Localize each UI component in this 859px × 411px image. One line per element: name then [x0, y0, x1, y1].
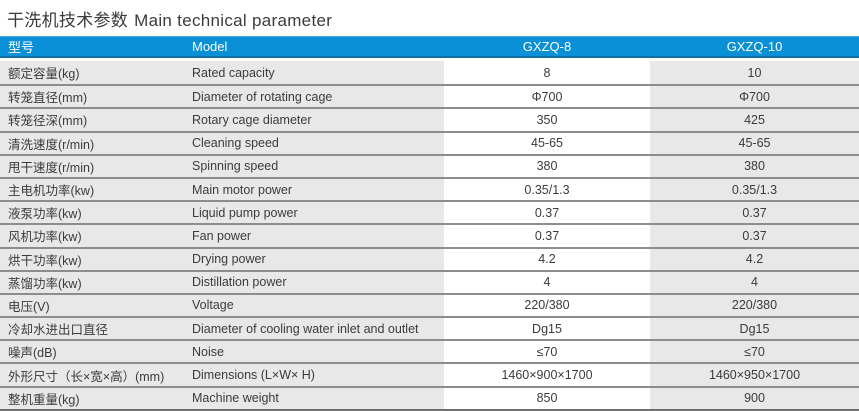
param-name-en: Fan power — [185, 225, 444, 247]
header-param-cn: 型号 — [8, 40, 35, 55]
table-header-row: 型号 Model GXZQ-8 GXZQ-10 — [0, 36, 859, 58]
spec-table: 型号 Model GXZQ-8 GXZQ-10 额定容量(kg) Rated c… — [0, 36, 859, 411]
value-gxzq8: 850 — [444, 387, 650, 409]
param-name-en: Cleaning speed — [185, 132, 444, 154]
value-gxzq10: 220/380 — [650, 294, 859, 317]
header-model-gxzq10: GXZQ-10 — [726, 39, 783, 54]
table-row: 烘干功率(kw) Drying power 4.2 4.2 — [0, 246, 859, 270]
param-name-en: Diameter of rotating cage — [185, 86, 444, 108]
param-name-cn: 转笼直径(mm) — [0, 86, 185, 108]
value-gxzq8: 4.2 — [444, 248, 650, 270]
page-title-cn: 干洗机技术参数 — [7, 11, 129, 30]
value-gxzq8: 220/380 — [444, 294, 650, 317]
value-gxzq8: 8 — [444, 61, 650, 85]
table-row: 风机功率(kw) Fan power 0.37 0.37 — [0, 223, 859, 247]
value-gxzq10: Φ700 — [650, 86, 859, 108]
param-name-en: Diameter of cooling water inlet and outl… — [185, 318, 444, 340]
table-row: 外形尺寸（长×宽×高）(mm) Dimensions (L×W× H) 1460… — [0, 362, 859, 386]
param-name-en: Rated capacity — [185, 61, 444, 85]
param-name-cn: 冷却水进出口直径 — [0, 318, 185, 340]
value-gxzq8: 1460×900×1700 — [444, 364, 650, 386]
table-row: 液泵功率(kw) Liquid pump power 0.37 0.37 — [0, 200, 859, 224]
value-gxzq10: 4 — [650, 271, 859, 293]
header-model-gxzq8: GXZQ-8 — [522, 39, 572, 54]
param-name-cn: 蒸馏功率(kw) — [0, 271, 185, 293]
value-gxzq8: 4 — [444, 271, 650, 293]
value-gxzq8: 0.37 — [444, 202, 650, 224]
param-name-cn: 主电机功率(kw) — [0, 178, 185, 201]
table-row: 电压(V) Voltage 220/380 220/380 — [0, 292, 859, 317]
value-gxzq10: 425 — [650, 109, 859, 131]
value-gxzq10: Dg15 — [650, 318, 859, 340]
param-name-cn: 烘干功率(kw) — [0, 248, 185, 270]
value-gxzq10: 0.37 — [650, 225, 859, 247]
param-name-cn: 清洗速度(r/min) — [0, 132, 185, 154]
value-gxzq10: 45-65 — [650, 132, 859, 154]
table-row: 冷却水进出口直径 Diameter of cooling water inlet… — [0, 316, 859, 340]
param-name-en: Rotary cage diameter — [185, 109, 444, 131]
table-body: 额定容量(kg) Rated capacity 8 10 转笼直径(mm) Di… — [0, 61, 859, 409]
page-title-en: Main technical parameter — [134, 11, 333, 30]
param-name-cn: 转笼径深(mm) — [0, 109, 185, 131]
value-gxzq10: 900 — [650, 387, 859, 409]
table-row: 主电机功率(kw) Main motor power 0.35/1.3 0.35… — [0, 176, 859, 201]
value-gxzq10: 10 — [650, 61, 859, 85]
param-name-cn: 电压(V) — [0, 294, 185, 317]
table-row: 甩干速度(r/min) Spinning speed 380 380 — [0, 153, 859, 177]
table-row: 清洗速度(r/min) Cleaning speed 45-65 45-65 — [0, 130, 859, 154]
param-name-cn: 整机重量(kg) — [0, 387, 185, 409]
header-param-en: Model — [192, 39, 228, 54]
value-gxzq8: Φ700 — [444, 86, 650, 108]
value-gxzq8: ≤70 — [444, 341, 650, 363]
table-row: 额定容量(kg) Rated capacity 8 10 — [0, 61, 859, 85]
value-gxzq10: 4.2 — [650, 248, 859, 270]
value-gxzq8: Dg15 — [444, 318, 650, 340]
param-name-cn: 液泵功率(kw) — [0, 202, 185, 224]
param-name-en: Noise — [185, 341, 444, 363]
value-gxzq8: 350 — [444, 109, 650, 131]
page-title: 干洗机技术参数 Main technical parameter — [0, 0, 859, 36]
value-gxzq8: 45-65 — [444, 132, 650, 154]
value-gxzq8: 0.35/1.3 — [444, 178, 650, 201]
param-name-cn: 甩干速度(r/min) — [0, 155, 185, 177]
param-name-en: Main motor power — [185, 178, 444, 201]
param-name-cn: 噪声(dB) — [0, 341, 185, 363]
table-row: 整机重量(kg) Machine weight 850 900 — [0, 385, 859, 409]
param-name-en: Distillation power — [185, 271, 444, 293]
value-gxzq8: 0.37 — [444, 225, 650, 247]
value-gxzq10: ≤70 — [650, 341, 859, 363]
table-row: 蒸馏功率(kw) Distillation power 4 4 — [0, 269, 859, 293]
value-gxzq8: 380 — [444, 155, 650, 177]
param-name-en: Spinning speed — [185, 155, 444, 177]
value-gxzq10: 1460×950×1700 — [650, 364, 859, 386]
param-name-cn: 风机功率(kw) — [0, 225, 185, 247]
param-name-en: Voltage — [185, 294, 444, 317]
param-name-en: Machine weight — [185, 387, 444, 409]
param-name-en: Liquid pump power — [185, 202, 444, 224]
value-gxzq10: 0.35/1.3 — [650, 178, 859, 201]
param-name-en: Drying power — [185, 248, 444, 270]
value-gxzq10: 0.37 — [650, 202, 859, 224]
param-name-en: Dimensions (L×W× H) — [185, 364, 444, 386]
table-row: 转笼直径(mm) Diameter of rotating cage Φ700 … — [0, 84, 859, 108]
table-row: 噪声(dB) Noise ≤70 ≤70 — [0, 339, 859, 363]
table-row: 转笼径深(mm) Rotary cage diameter 350 425 — [0, 107, 859, 131]
param-name-cn: 额定容量(kg) — [0, 61, 185, 85]
value-gxzq10: 380 — [650, 155, 859, 177]
param-name-cn: 外形尺寸（长×宽×高）(mm) — [0, 364, 185, 386]
